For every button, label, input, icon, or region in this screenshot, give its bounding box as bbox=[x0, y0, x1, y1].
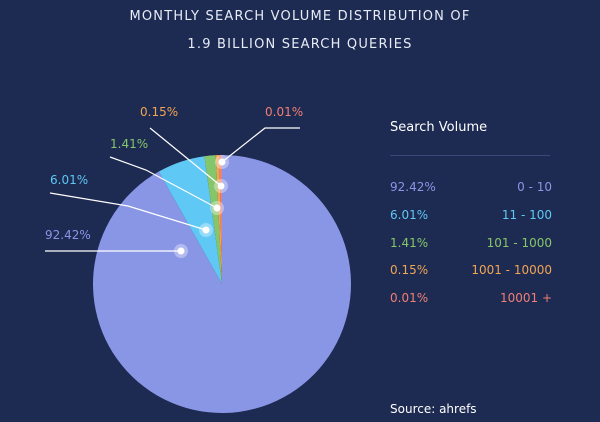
legend-percent: 0.15% bbox=[390, 263, 429, 277]
slice-label: 92.42% bbox=[45, 228, 91, 242]
legend-range: 10001 + bbox=[499, 291, 552, 305]
callout-marker bbox=[218, 158, 226, 166]
pie-slice bbox=[158, 156, 222, 284]
callout-line bbox=[149, 127, 222, 187]
legend-percent: 1.41% bbox=[390, 236, 429, 250]
callout-line bbox=[221, 127, 300, 163]
legend-title: Search Volume bbox=[390, 120, 488, 135]
slice-label: 6.01% bbox=[50, 173, 88, 187]
callout-line bbox=[49, 192, 207, 231]
slice-label: 0.15% bbox=[140, 105, 178, 119]
callout-marker bbox=[213, 204, 221, 212]
slice-label: 0.01% bbox=[265, 105, 303, 119]
legend-percent: 6.01% bbox=[390, 208, 429, 222]
pie-slice bbox=[215, 155, 222, 284]
source-note: Source: ahrefs bbox=[390, 402, 477, 416]
legend-range: 1001 - 10000 bbox=[471, 263, 552, 277]
legend-percent: 92.42% bbox=[390, 180, 436, 194]
legend-percent: 0.01% bbox=[390, 291, 429, 305]
slice-label: 1.41% bbox=[110, 137, 148, 151]
callout-marker bbox=[177, 247, 185, 255]
legend-range: 101 - 1000 bbox=[486, 236, 552, 250]
legend-range: 11 - 100 bbox=[501, 208, 552, 222]
callout-line bbox=[109, 156, 218, 209]
callout-marker bbox=[217, 182, 225, 190]
legend-range: 0 - 10 bbox=[517, 180, 552, 194]
pie-slice bbox=[204, 155, 222, 284]
callout-marker bbox=[202, 226, 210, 234]
legend-divider bbox=[390, 155, 550, 156]
pie-slice bbox=[92, 155, 351, 413]
chart-title-line-1: MONTHLY SEARCH VOLUME DISTRIBUTION OF bbox=[129, 9, 471, 24]
chart-title-line-2: 1.9 BILLION SEARCH QUERIES bbox=[187, 37, 413, 52]
